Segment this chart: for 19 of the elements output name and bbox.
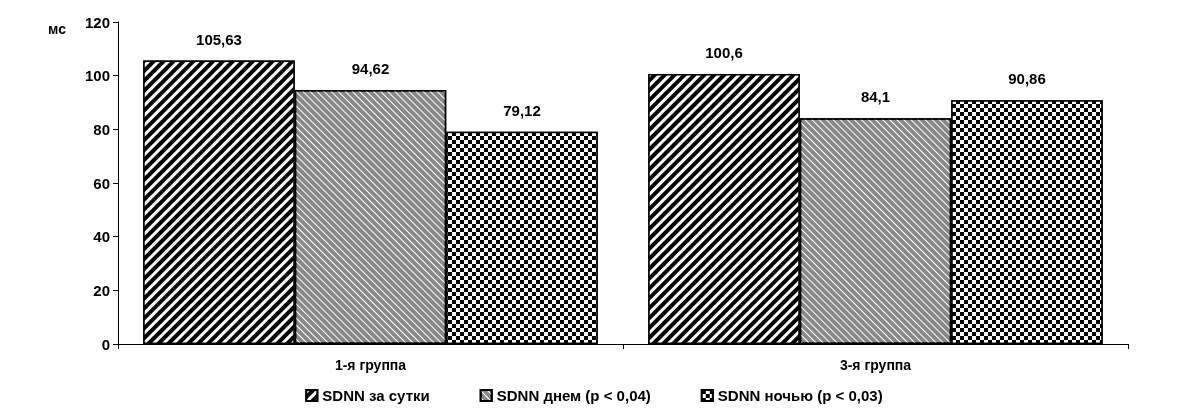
legend-label: SDNN ночью (p < 0,03) [717, 387, 883, 404]
y-tick-label: 40 [93, 228, 110, 246]
y-tick-label: 0 [101, 335, 110, 353]
y-tick-label: 100 [84, 67, 110, 85]
data-label: 100,6 [705, 44, 743, 62]
legend-label: SDNN за сутки [322, 387, 430, 404]
data-label: 105,63 [196, 30, 242, 48]
legend-label: SDNN днем (p < 0,04) [496, 387, 651, 404]
x-tick-label: 1-я группа [334, 357, 407, 373]
data-label: 94,62 [351, 60, 390, 78]
y-tick-label: 20 [93, 281, 110, 299]
data-label: 84,1 [860, 88, 891, 106]
data-label: 79,12 [503, 101, 541, 119]
y-tick-label: 80 [93, 120, 110, 138]
x-tick-label: 3-я группа [839, 357, 912, 373]
y-tick-label: 120 [84, 13, 110, 31]
y-tick-label: 60 [93, 174, 110, 192]
data-label: 90,86 [1008, 70, 1046, 88]
y-axis-title: мс [48, 21, 67, 37]
